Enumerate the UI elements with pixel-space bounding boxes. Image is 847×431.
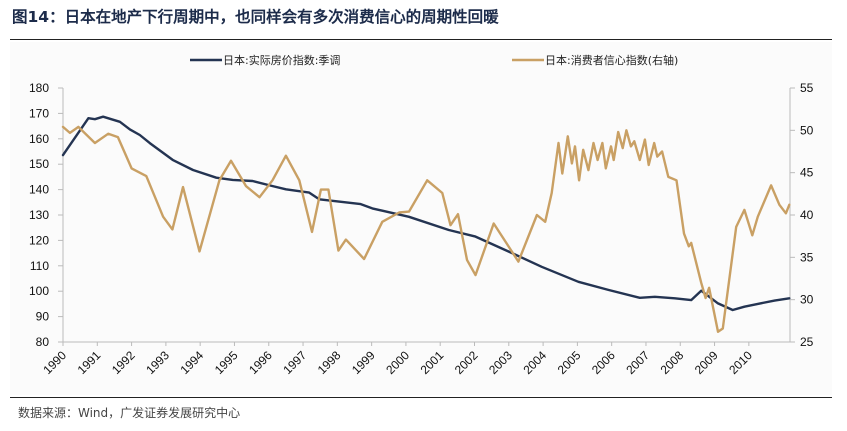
left-tick-label: 170	[29, 106, 49, 120]
title-divider	[10, 39, 832, 40]
right-tick-label: 25	[800, 335, 814, 349]
right-tick-label: 40	[800, 208, 814, 222]
source-divider	[10, 397, 832, 398]
plot-background	[10, 42, 832, 395]
right-tick-label: 30	[800, 293, 814, 307]
legend-label: 日本:实际房价指数:季调	[223, 53, 340, 67]
left-tick-label: 150	[29, 157, 49, 171]
left-tick-label: 120	[29, 233, 49, 247]
left-tick-label: 130	[29, 208, 49, 222]
left-tick-label: 110	[30, 259, 49, 273]
left-tick-label: 140	[29, 183, 49, 197]
chart-title: 图14：日本在地产下行周期中，也同样会有多次消费信心的周期性回暖	[12, 8, 499, 26]
left-tick-label: 160	[29, 132, 49, 146]
legend-label: 日本:消费者信心指数(右轴)	[545, 53, 678, 67]
right-tick-label: 45	[800, 166, 814, 180]
left-tick-label: 90	[36, 310, 50, 324]
left-tick-label: 100	[29, 284, 49, 298]
right-tick-label: 55	[800, 81, 814, 95]
left-tick-label: 180	[29, 81, 49, 95]
left-tick-label: 80	[36, 335, 50, 349]
source-note: 数据来源：Wind，广发证券发展研究中心	[18, 406, 241, 420]
house-price-line	[61, 115, 791, 312]
right-tick-label: 50	[800, 123, 814, 137]
right-tick-label: 35	[800, 250, 814, 264]
consumer-confidence-line	[61, 125, 791, 333]
